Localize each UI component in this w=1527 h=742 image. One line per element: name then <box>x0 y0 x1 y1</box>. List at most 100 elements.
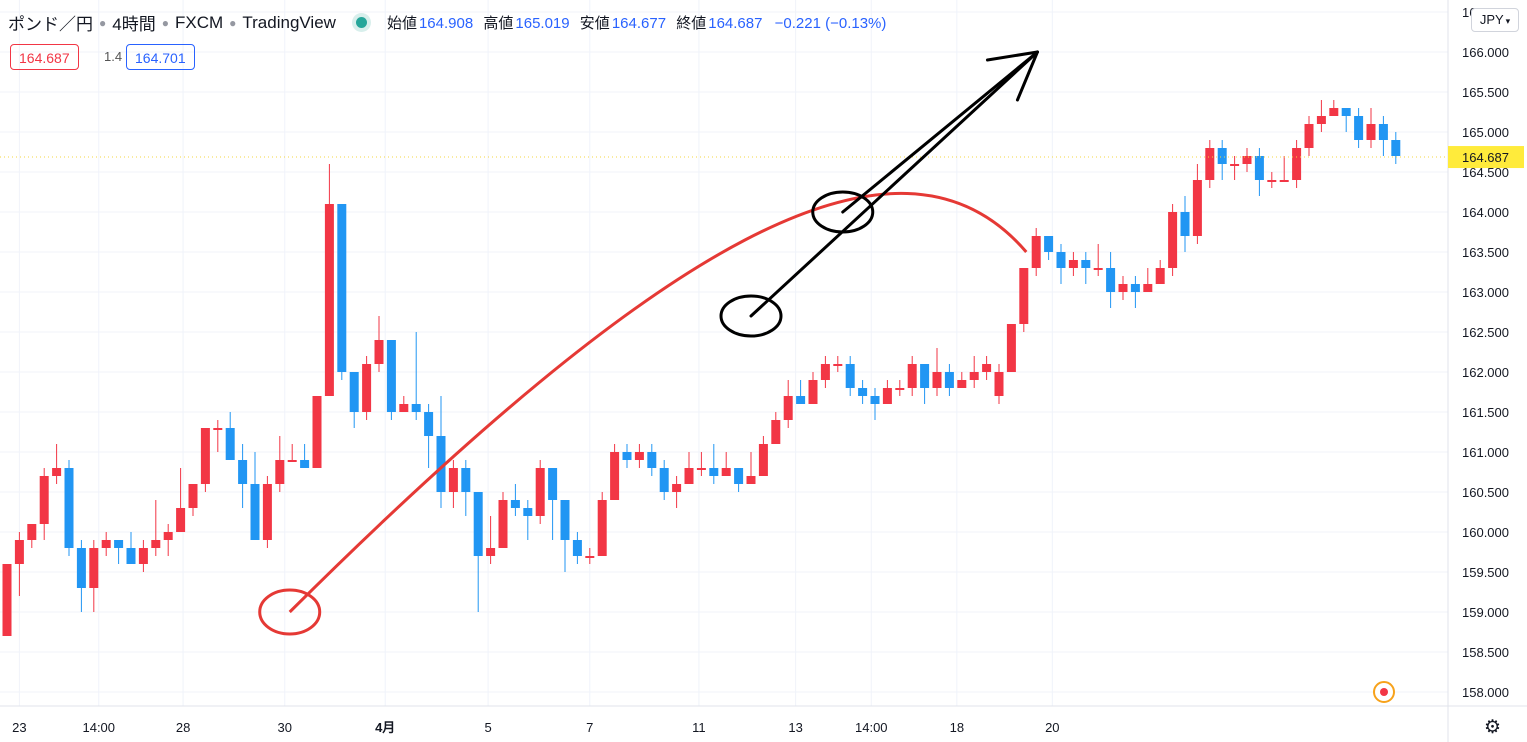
candle <box>610 444 620 500</box>
x-tick-label: 14:00 <box>82 720 115 735</box>
y-tick-label: 158.000 <box>1462 685 1509 700</box>
candle <box>114 540 124 564</box>
bid-quote-button[interactable]: 164.687 <box>10 44 79 70</box>
candle <box>411 332 421 420</box>
candle-body <box>1180 212 1190 236</box>
candle <box>374 316 384 372</box>
candle <box>399 396 409 412</box>
candle-body <box>1205 148 1215 180</box>
candle-body <box>796 396 806 404</box>
candle <box>1329 100 1339 116</box>
candle-body <box>176 508 186 532</box>
candle <box>138 540 148 572</box>
candle-body <box>76 548 86 588</box>
candle <box>1267 172 1277 188</box>
candle <box>932 348 942 396</box>
candle-body <box>597 500 607 556</box>
candle <box>659 460 669 500</box>
candle-body <box>783 396 793 420</box>
candle <box>436 396 446 508</box>
candle <box>845 356 855 396</box>
open-value: 164.908 <box>418 15 474 32</box>
candle-body <box>895 388 905 390</box>
separator-dot: ● <box>161 15 169 30</box>
candle <box>1217 140 1227 180</box>
candle <box>2 564 12 636</box>
candle-body <box>89 548 99 588</box>
candle <box>1205 140 1215 188</box>
low-value: 164.677 <box>611 15 667 32</box>
candle <box>1316 100 1326 132</box>
candle-body <box>1230 164 1240 166</box>
candle-body <box>1130 284 1140 292</box>
candle-body <box>1329 108 1339 116</box>
candle <box>820 356 830 388</box>
candle-body <box>163 532 173 540</box>
candle-body <box>920 364 930 388</box>
candle <box>808 372 818 404</box>
candle-body <box>14 540 24 564</box>
x-tick-label: 28 <box>176 720 190 735</box>
candle-body <box>188 484 198 508</box>
candle <box>783 380 793 428</box>
candle <box>76 540 86 612</box>
candle <box>1044 236 1054 260</box>
y-tick-label: 159.500 <box>1462 565 1509 580</box>
current-price-label: 164.687 <box>1462 150 1509 165</box>
y-tick-label: 161.500 <box>1462 405 1509 420</box>
candle <box>1093 244 1103 276</box>
candle <box>982 356 992 380</box>
candle <box>622 444 632 468</box>
candle-body <box>833 364 843 366</box>
ohlc-values: 始値 164.908 高値 165.019 安値 164.677 終値 164.687 … <box>381 12 886 33</box>
candle <box>882 380 892 404</box>
x-tick-label: 18 <box>950 720 964 735</box>
candle-body <box>436 436 446 492</box>
candle <box>1391 132 1401 164</box>
candle <box>746 452 756 484</box>
chevron-down-icon: ▾ <box>1505 16 1511 26</box>
candle-body <box>250 484 260 540</box>
gear-icon[interactable]: ⚙ <box>1483 717 1501 738</box>
x-tick-label: 30 <box>278 720 292 735</box>
candle-body <box>324 204 334 396</box>
candle-body <box>1093 268 1103 270</box>
candle <box>39 468 49 540</box>
candle-body <box>2 564 12 636</box>
candle-body <box>610 452 620 500</box>
candle-body <box>213 428 223 430</box>
interval-label[interactable]: 4時間 <box>112 15 156 34</box>
candle <box>486 516 496 564</box>
ask-quote-button[interactable]: 164.701 <box>126 44 195 70</box>
candle-body <box>312 396 322 468</box>
candle-body <box>1081 260 1091 268</box>
candle-body <box>845 364 855 388</box>
candle-body <box>101 540 111 548</box>
candle-body <box>151 540 161 548</box>
black-arrow-line <box>749 50 1039 318</box>
y-tick-label: 162.500 <box>1462 325 1509 340</box>
candle <box>52 444 62 484</box>
candle <box>1254 148 1264 196</box>
candle-body <box>1056 252 1066 268</box>
candle-body <box>523 508 533 516</box>
candle-body <box>362 364 372 412</box>
candle-body <box>1242 156 1252 164</box>
candle <box>448 460 458 508</box>
currency-button[interactable]: JPY ▾ <box>1471 8 1519 32</box>
candle-body <box>907 364 917 388</box>
x-tick-label: 7 <box>586 720 593 735</box>
broker-label: FXCM <box>174 12 224 32</box>
candle <box>498 492 508 548</box>
candle <box>89 540 99 612</box>
candle-body <box>1254 156 1264 180</box>
candle-body <box>64 468 74 548</box>
arrow-head <box>985 50 1039 62</box>
market-status-icon[interactable] <box>355 17 367 28</box>
candle <box>1180 196 1190 252</box>
x-tick-label: 23 <box>12 720 26 735</box>
symbol-name[interactable]: ポンド／円 <box>8 15 93 34</box>
candle <box>672 476 682 508</box>
candle-body <box>1068 260 1078 268</box>
